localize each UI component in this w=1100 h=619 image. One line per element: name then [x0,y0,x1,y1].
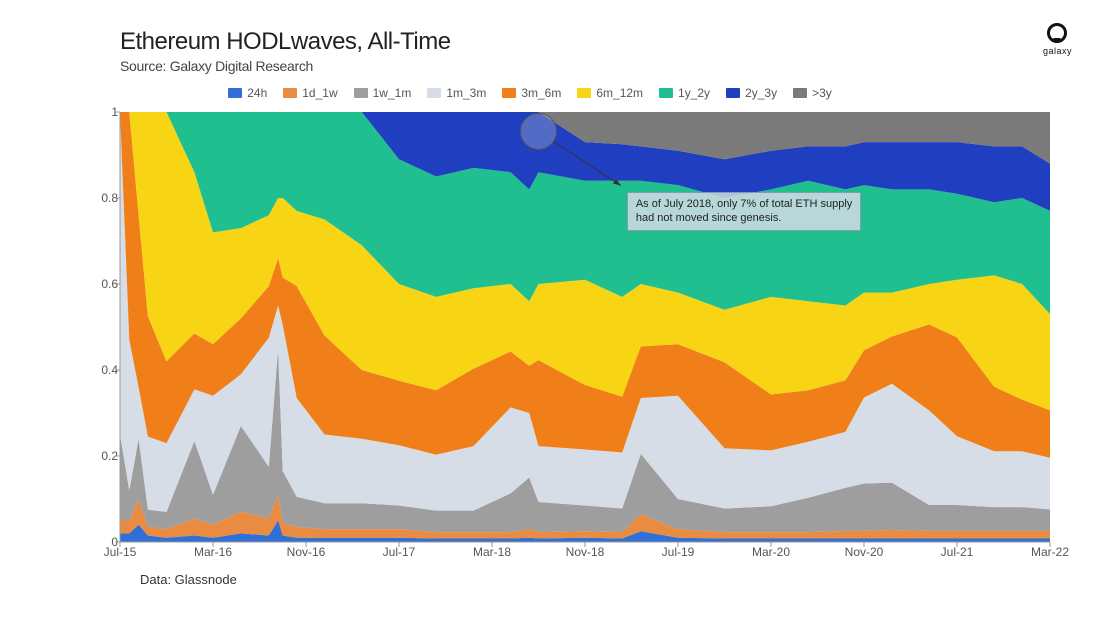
y-axis: 00.20.40.60.81 [90,112,118,542]
legend-item-6m_12m: 6m_12m [577,86,643,100]
legend-item-1d_1w: 1d_1w [283,86,337,100]
legend-item-gt3y: >3y [793,86,832,100]
legend-label: 6m_12m [596,86,643,100]
y-tick: 1 [90,105,118,119]
legend-swatch [283,88,297,98]
y-tick: 0.8 [90,191,118,205]
legend-label: 24h [247,86,267,100]
legend-label: 1m_3m [446,86,486,100]
legend-swatch [228,88,242,98]
x-tick: Jul-15 [104,545,137,559]
legend-swatch [793,88,807,98]
legend-label: 3m_6m [521,86,561,100]
legend-item-2y_3y: 2y_3y [726,86,777,100]
legend-label: 1w_1m [373,86,412,100]
legend-swatch [354,88,368,98]
brand-label: galaxy [1043,46,1072,56]
legend-item-1y_2y: 1y_2y [659,86,710,100]
chart-legend: 24h 1d_1w 1w_1m 1m_3m 3m_6m 6m_12m 1y_2y 2y_3y >… [0,86,1060,100]
x-tick: Jul-21 [941,545,974,559]
legend-item-3m_6m: 3m_6m [502,86,561,100]
x-tick: Mar-20 [752,545,790,559]
x-tick: Nov-16 [287,545,326,559]
legend-item-24h: 24h [228,86,267,100]
x-axis: Jul-15Mar-16Nov-16Jul-17Mar-18Nov-18Jul-… [120,545,1050,565]
annotation-text-2: had not moved since genesis. [636,211,852,226]
hodlwaves-chart: As of July 2018, only 7% of total ETH su… [120,112,1050,542]
x-tick: Mar-18 [473,545,511,559]
legend-swatch [659,88,673,98]
data-source-note: Data: Glassnode [140,572,237,587]
legend-label: >3y [812,86,832,100]
legend-swatch [427,88,441,98]
x-tick: Jul-17 [383,545,416,559]
x-tick: Nov-18 [566,545,605,559]
legend-label: 1d_1w [302,86,337,100]
annotation-arrow [553,141,620,185]
y-tick: 0.4 [90,363,118,377]
y-tick: 0.6 [90,277,118,291]
page-subtitle: Source: Galaxy Digital Research [120,58,313,74]
legend-label: 1y_2y [678,86,710,100]
legend-swatch [502,88,516,98]
x-tick: Mar-16 [194,545,232,559]
x-tick: Mar-22 [1031,545,1069,559]
legend-item-1w_1m: 1w_1m [354,86,412,100]
legend-swatch [726,88,740,98]
annotation-text-1: As of July 2018, only 7% of total ETH su… [636,197,852,212]
x-tick: Nov-20 [845,545,884,559]
x-tick: Jul-19 [662,545,695,559]
legend-swatch [577,88,591,98]
y-tick: 0.2 [90,449,118,463]
annotation-circle [521,113,557,149]
legend-label: 2y_3y [745,86,777,100]
legend-item-1m_3m: 1m_3m [427,86,486,100]
brand-logo: galaxy [1043,22,1072,56]
annotation-callout: As of July 2018, only 7% of total ETH su… [627,192,861,232]
page-title: Ethereum HODLwaves, All-Time [120,28,451,56]
galaxy-icon [1046,22,1068,44]
